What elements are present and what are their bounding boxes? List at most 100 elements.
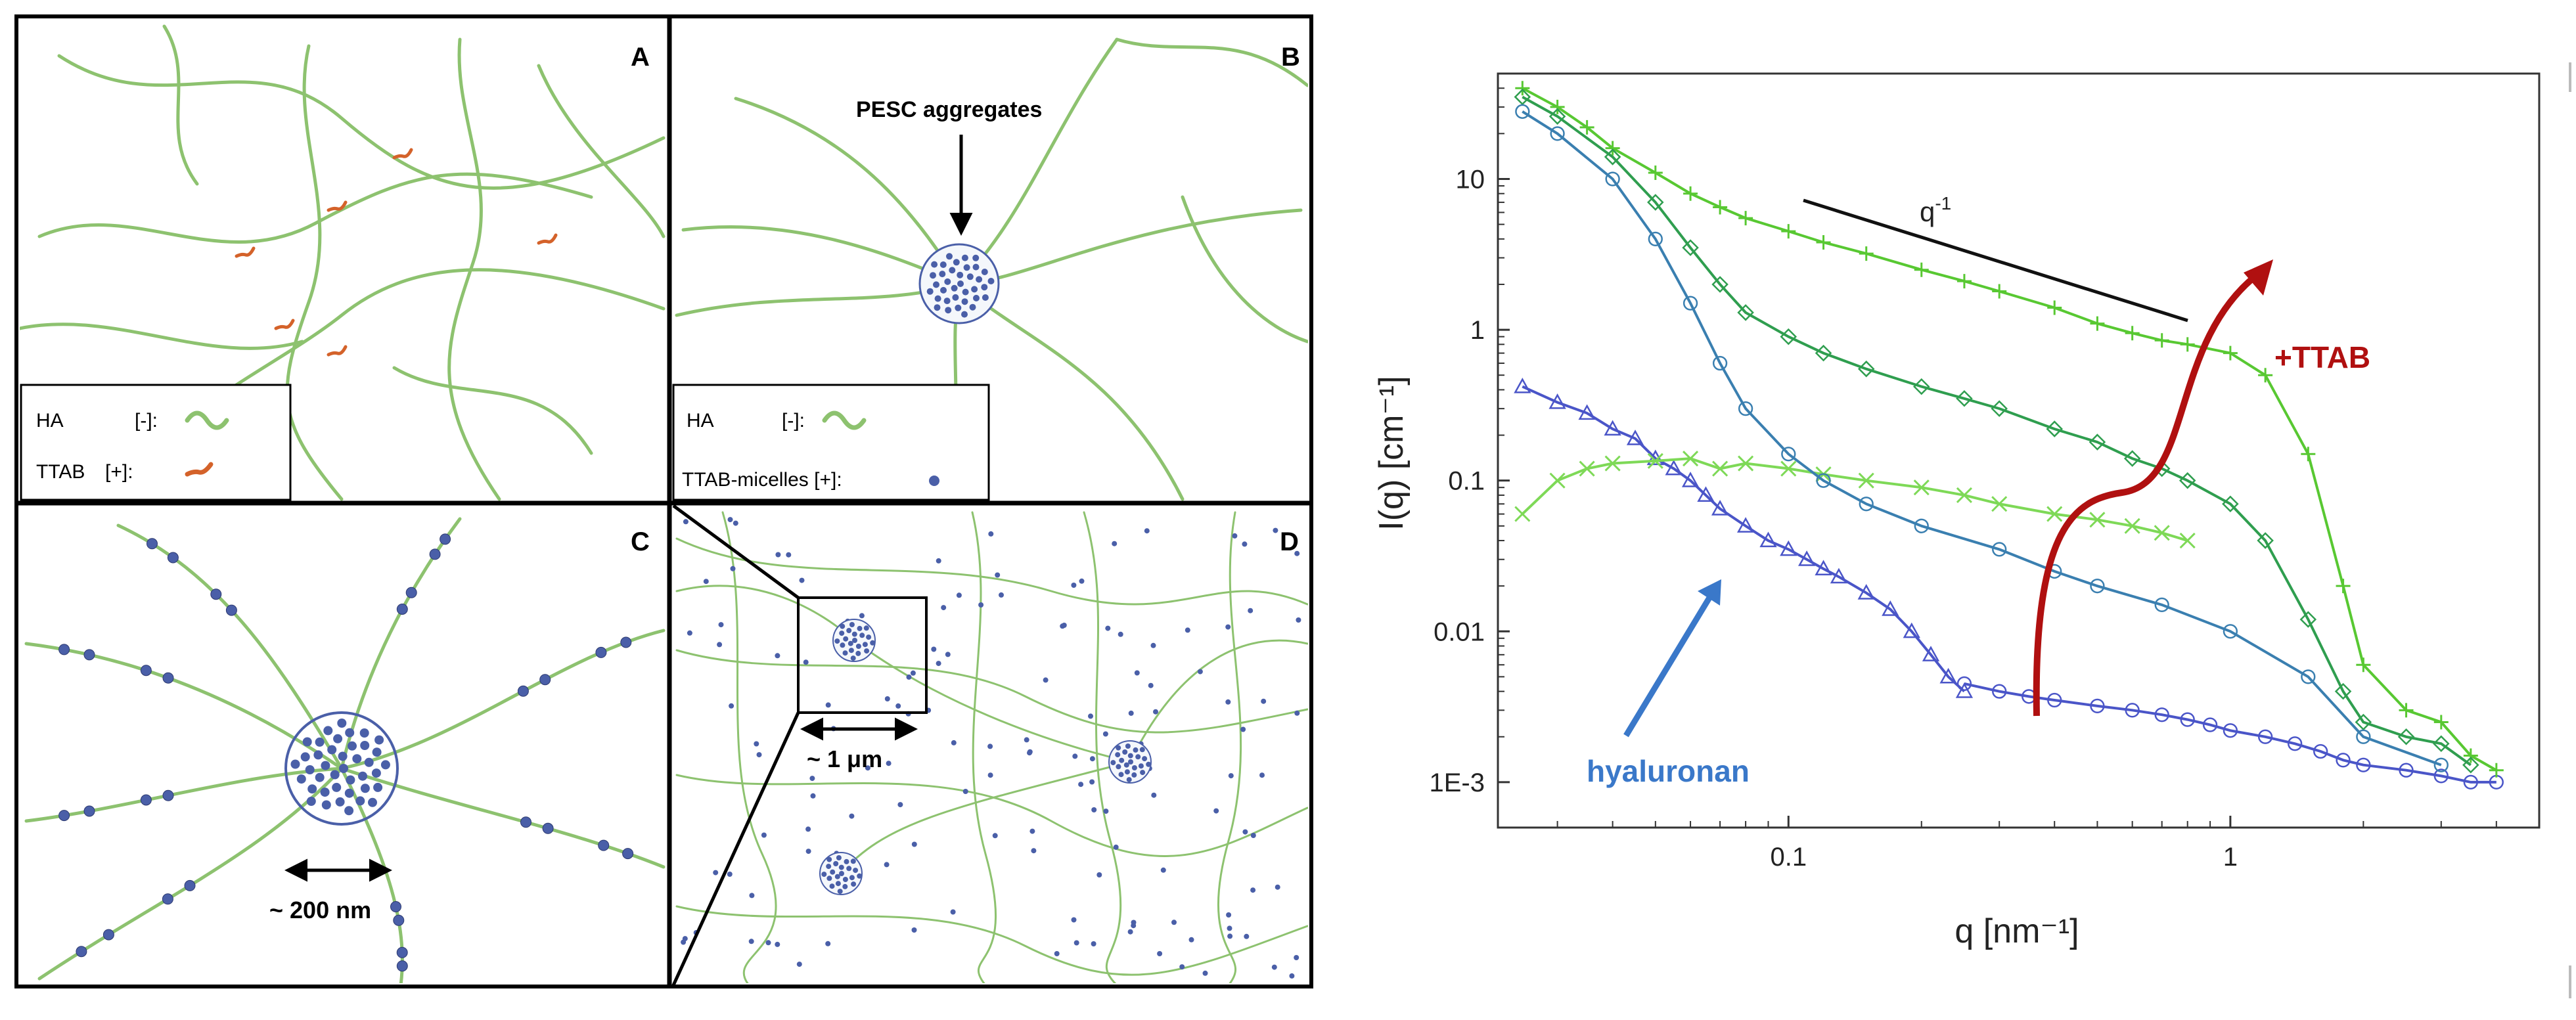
micelle xyxy=(775,653,780,659)
ha-chain xyxy=(1181,195,1308,344)
micelle xyxy=(1122,749,1128,755)
data-point xyxy=(1515,81,1530,96)
data-point xyxy=(2090,579,2105,594)
micelle xyxy=(1079,578,1085,584)
micelle xyxy=(943,298,951,305)
micelle xyxy=(884,696,890,701)
micelle xyxy=(358,771,367,781)
zoom-connector-top xyxy=(672,504,800,600)
micelle xyxy=(344,788,354,798)
panel-b-legend-micelle-symbol xyxy=(929,476,939,486)
data-point xyxy=(1604,148,1621,166)
data-point xyxy=(1956,274,1972,289)
micelle xyxy=(703,579,709,585)
micelle xyxy=(941,605,947,611)
micelle xyxy=(844,858,849,864)
micelle xyxy=(307,784,317,794)
micelle xyxy=(58,810,70,822)
micelle xyxy=(1128,759,1133,765)
micelle xyxy=(718,622,724,628)
ttab-molecule xyxy=(274,319,295,330)
micelle xyxy=(300,752,310,762)
data-point xyxy=(2047,692,2062,708)
micelle xyxy=(1088,713,1093,719)
micelle xyxy=(683,519,689,525)
data-point xyxy=(2154,525,2170,541)
micelle xyxy=(966,273,974,280)
panel-a-legend-ttab-symbol xyxy=(185,462,214,477)
data-point xyxy=(1991,496,2008,512)
chart-hyaluronan-arrowhead xyxy=(1698,579,1721,606)
data-point xyxy=(1514,378,1531,393)
micelle xyxy=(348,741,357,751)
panel-b-legend-micelles: TTAB-micelles [+]: xyxy=(682,469,842,491)
micelle xyxy=(842,883,848,889)
micelle xyxy=(1134,670,1140,676)
ha-chain xyxy=(1083,511,1122,983)
micelle xyxy=(826,876,832,881)
data-point xyxy=(1955,682,1974,698)
micelle xyxy=(1261,698,1267,704)
micelle xyxy=(140,665,152,676)
micelle xyxy=(1091,941,1096,946)
panel-a-legend-box xyxy=(20,384,292,501)
micelle xyxy=(840,623,846,629)
micelle xyxy=(1102,731,1108,737)
micelle xyxy=(939,261,947,268)
micelle xyxy=(839,871,844,876)
micelle xyxy=(910,670,916,676)
micelle xyxy=(961,311,968,318)
data-point xyxy=(2047,300,2062,315)
micelle xyxy=(809,776,815,782)
micelle xyxy=(796,962,802,967)
series-0 xyxy=(1514,378,1974,698)
data-point xyxy=(2046,506,2063,522)
data-point xyxy=(1550,99,1565,114)
micelle xyxy=(83,649,95,661)
data-point xyxy=(2223,723,2238,738)
micelle xyxy=(786,552,792,558)
series-fit-line xyxy=(1964,682,2497,784)
micelle xyxy=(973,294,980,301)
micelle xyxy=(729,703,734,709)
micelle xyxy=(1250,833,1256,838)
series-fit-line xyxy=(1522,95,2472,766)
micelle xyxy=(842,650,848,656)
micelle xyxy=(1110,760,1116,766)
micelle xyxy=(1131,772,1137,778)
micelle xyxy=(1131,765,1137,770)
ha-chain xyxy=(392,366,593,455)
micelle xyxy=(542,822,554,834)
data-point xyxy=(1858,472,1874,489)
data-point xyxy=(1780,540,1797,556)
micelle xyxy=(859,632,865,638)
data-point xyxy=(2154,333,2169,348)
micelle xyxy=(1116,745,1121,751)
micelle xyxy=(934,295,941,302)
data-point xyxy=(2154,597,2169,613)
micelle xyxy=(972,263,980,271)
x-tick-label: 1 xyxy=(2223,843,2238,872)
data-point xyxy=(2463,774,2478,790)
micelle xyxy=(851,631,857,637)
micelle xyxy=(765,940,771,946)
micelle xyxy=(963,264,970,271)
data-point xyxy=(2180,337,2195,352)
micelle xyxy=(167,552,179,564)
zoom-connector-bottom xyxy=(671,711,800,987)
micelle xyxy=(945,652,951,657)
micelle xyxy=(962,288,969,296)
ha-chain xyxy=(1129,639,1308,763)
micelle xyxy=(1244,933,1250,939)
micelle xyxy=(848,648,854,654)
panel-a-legend-ttab: TTAB xyxy=(36,461,85,483)
micelle xyxy=(981,284,988,291)
ha-chain xyxy=(20,322,304,350)
micelle xyxy=(345,728,355,738)
ttab-molecule xyxy=(327,345,348,357)
panel-b-legend-ha-symbol xyxy=(822,410,867,430)
data-point xyxy=(1992,284,2007,299)
chart-y-label: I(q) [cm⁻¹] xyxy=(1372,376,1411,530)
